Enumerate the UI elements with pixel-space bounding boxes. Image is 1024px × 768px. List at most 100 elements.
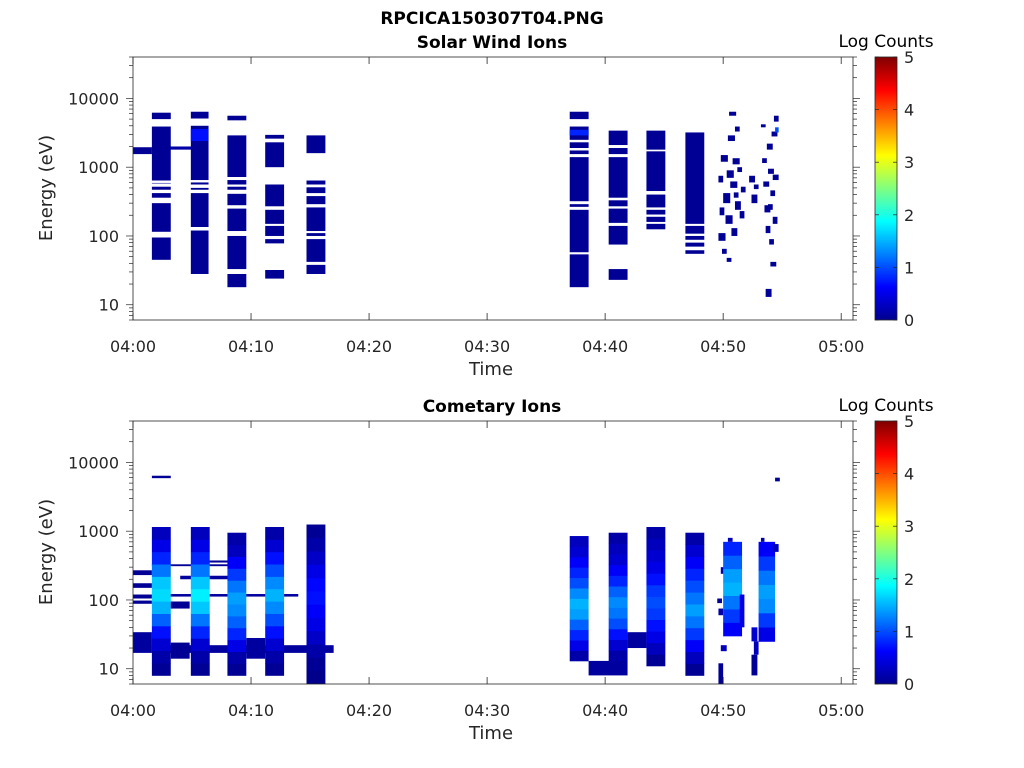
spectrum-band xyxy=(306,630,326,645)
spectrum-gap xyxy=(264,206,285,210)
spectrum-speckle xyxy=(723,595,743,610)
spectrum-gap xyxy=(226,231,247,236)
spectrum-gap xyxy=(684,233,705,236)
x-tick-label: 04:20 xyxy=(346,337,392,356)
spectrum-band xyxy=(306,135,326,154)
spectrum-band xyxy=(133,147,152,155)
spectrum-band xyxy=(685,532,705,546)
y-tick-label: 10000 xyxy=(68,453,119,472)
spectrum-speckle xyxy=(758,598,776,614)
y-tick-label: 100 xyxy=(88,591,119,610)
spectrum-speckle xyxy=(720,155,728,162)
spectrum-speckle xyxy=(725,215,733,224)
spectrum-band xyxy=(646,561,666,574)
spectrum-band xyxy=(151,663,171,676)
spectrum-band xyxy=(190,564,210,577)
spectrum-band xyxy=(306,657,326,672)
spectrum-band xyxy=(227,532,247,546)
spectrum-gap xyxy=(226,205,247,209)
spectrum-band xyxy=(227,651,247,664)
spectrum-band xyxy=(685,132,705,247)
spectrum-band xyxy=(190,111,209,119)
spectrum-speckle xyxy=(769,239,774,245)
spectrum-speckle xyxy=(718,175,724,183)
spectrum-band xyxy=(265,625,285,639)
x-tick-label: 05:00 xyxy=(818,337,864,356)
x-tick-label: 05:00 xyxy=(818,701,864,720)
spectrum-band xyxy=(608,639,628,651)
spectrum-band xyxy=(646,596,666,609)
solar-wind-y-axis-label: Energy (eV) xyxy=(36,135,57,241)
spectrum-band xyxy=(190,601,210,614)
spectrum-speckle xyxy=(765,288,772,297)
spectrum-gap xyxy=(190,189,210,194)
spectrum-speckle xyxy=(749,175,756,183)
spectrum-speckle xyxy=(731,228,738,236)
spectrum-band xyxy=(265,601,285,614)
spectrum-band xyxy=(190,125,209,274)
spectrum-speckle xyxy=(770,261,777,267)
spectrum-band xyxy=(265,663,285,676)
spectrum-gap xyxy=(645,149,666,152)
spectrum-band xyxy=(227,627,247,641)
spectrum-speckle xyxy=(721,248,727,254)
y-tick-label: 100 xyxy=(88,227,119,246)
spectrum-band xyxy=(569,556,589,568)
spectrum-speckle xyxy=(723,555,743,570)
spectrum-band xyxy=(569,608,589,620)
spectrum-gap xyxy=(608,154,629,158)
spectrum-band xyxy=(265,134,285,139)
spectrum-band xyxy=(306,180,326,274)
spectrum-gap xyxy=(569,252,590,255)
spectrum-speckle xyxy=(726,170,734,178)
x-tick-label: 04:50 xyxy=(700,337,746,356)
spectrum-band xyxy=(265,564,285,577)
spectrum-gap xyxy=(645,214,666,217)
spectrum-band xyxy=(151,650,171,664)
spectrum-gap xyxy=(306,231,326,234)
spectrum-speckle xyxy=(740,186,746,193)
plot-area xyxy=(133,111,779,297)
spectrum-band xyxy=(608,628,628,640)
spectrum-speckle xyxy=(762,158,767,164)
cometary-title: Cometary Ions xyxy=(423,397,562,417)
spectrum-band xyxy=(685,627,705,641)
spectrum-band xyxy=(151,601,171,614)
x-tick-label: 04:10 xyxy=(228,701,274,720)
cometary-x-axis-label: Time xyxy=(468,723,513,744)
spectrum-band xyxy=(608,596,628,608)
y-tick-label: 1000 xyxy=(78,158,119,177)
spectrum-band xyxy=(306,644,326,658)
x-tick-label: 04:40 xyxy=(582,337,628,356)
spectrum-band xyxy=(685,544,705,557)
spectrum-speckle xyxy=(758,570,776,585)
colorbar-tick-label: 5 xyxy=(904,412,914,431)
spectrum-band xyxy=(151,539,171,553)
spectrum-band xyxy=(685,615,705,629)
spectrum-band xyxy=(190,539,210,553)
spectrum-gap xyxy=(190,184,210,188)
spectrum-band xyxy=(569,650,589,662)
spectrum-band xyxy=(685,250,705,254)
spectrum-band xyxy=(608,130,628,245)
spectrum-gap xyxy=(190,226,210,231)
spectrum-gap xyxy=(569,206,590,210)
axes-box xyxy=(132,420,854,685)
spectrum-band xyxy=(190,625,210,639)
spectrum-gap xyxy=(306,261,326,265)
spectrum-speckle xyxy=(764,205,771,213)
spectrum-band xyxy=(265,650,285,664)
spectrum-speckle xyxy=(737,167,743,173)
spectrum-band xyxy=(190,663,210,676)
spectrum-gap xyxy=(306,184,326,188)
y-tick-label: 10000 xyxy=(68,89,119,108)
spectrum-gap xyxy=(569,154,590,158)
spectrum-band xyxy=(227,568,247,581)
spectrum-gap xyxy=(264,223,285,226)
x-tick-label: 04:30 xyxy=(464,337,510,356)
spectrum-band xyxy=(180,575,246,580)
spectrum-band xyxy=(685,580,705,593)
spectrum-band xyxy=(133,632,152,653)
spectrum-gap xyxy=(151,189,172,194)
plot-area xyxy=(133,475,780,684)
